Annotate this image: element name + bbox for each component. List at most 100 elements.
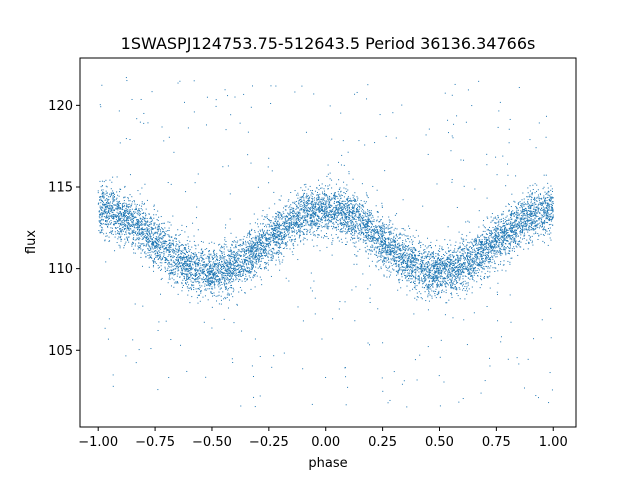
data-point	[477, 263, 479, 265]
data-point	[405, 268, 407, 270]
data-point	[457, 276, 459, 278]
data-point	[362, 217, 364, 219]
data-point	[224, 237, 226, 239]
data-point	[388, 259, 390, 261]
data-point	[406, 245, 408, 247]
data-point	[352, 199, 354, 201]
data-point	[190, 287, 192, 289]
data-point	[399, 278, 401, 280]
data-point	[394, 243, 396, 245]
data-point	[171, 236, 173, 238]
data-point	[184, 260, 186, 262]
data-point	[143, 202, 145, 204]
data-point	[525, 228, 527, 230]
data-point	[206, 96, 208, 98]
data-point	[527, 187, 529, 189]
data-point	[451, 279, 453, 281]
data-point	[115, 233, 117, 235]
data-point	[333, 214, 335, 216]
data-point	[451, 181, 453, 183]
data-point	[547, 216, 549, 218]
data-point	[549, 215, 551, 217]
data-point	[454, 283, 456, 285]
data-point	[487, 265, 489, 267]
data-point	[423, 279, 425, 281]
data-point	[363, 206, 365, 208]
data-point	[434, 271, 436, 273]
data-point	[268, 226, 270, 228]
data-point	[438, 272, 440, 274]
data-point	[224, 283, 226, 285]
data-point	[129, 209, 131, 211]
data-point	[376, 189, 378, 191]
data-point	[196, 297, 198, 299]
data-point	[221, 261, 223, 263]
data-point	[235, 252, 237, 254]
data-point	[213, 284, 215, 286]
data-point	[212, 295, 214, 297]
data-point	[517, 213, 519, 215]
data-point	[354, 200, 356, 202]
data-point	[538, 219, 540, 221]
data-point	[208, 283, 210, 285]
data-point	[535, 395, 537, 397]
data-point	[381, 244, 383, 246]
data-point	[472, 260, 474, 262]
data-point	[245, 257, 247, 259]
data-point	[162, 240, 164, 242]
data-point	[345, 376, 347, 378]
data-point	[285, 277, 287, 279]
data-point	[149, 217, 151, 219]
data-point	[438, 292, 440, 294]
data-point	[329, 207, 331, 209]
data-point	[165, 246, 167, 248]
data-point	[117, 226, 119, 228]
data-point	[157, 329, 159, 331]
data-point	[547, 205, 549, 207]
data-point	[518, 213, 520, 215]
data-point	[383, 258, 385, 260]
data-point	[462, 240, 464, 242]
data-point	[399, 269, 401, 271]
data-point	[470, 269, 472, 271]
data-point	[344, 367, 346, 369]
data-point	[473, 261, 475, 263]
data-point	[117, 209, 119, 211]
data-point	[545, 229, 547, 231]
data-point	[250, 248, 252, 250]
data-point	[410, 263, 412, 265]
data-point	[260, 240, 262, 242]
data-point	[199, 266, 201, 268]
data-point	[169, 272, 171, 274]
data-point	[411, 239, 413, 241]
data-point	[297, 227, 299, 229]
data-point	[190, 272, 192, 274]
data-point	[493, 260, 495, 262]
data-point	[155, 244, 157, 246]
data-point	[373, 242, 375, 244]
data-point	[204, 283, 206, 285]
data-point	[498, 234, 500, 236]
data-point	[528, 241, 530, 243]
data-point	[439, 275, 441, 277]
data-point	[349, 228, 351, 230]
data-point	[309, 208, 311, 210]
data-point	[512, 228, 514, 230]
data-point	[394, 244, 396, 246]
data-point	[241, 255, 243, 257]
data-point	[130, 212, 132, 214]
data-point	[153, 244, 155, 246]
data-point	[428, 284, 430, 286]
data-point	[233, 251, 235, 253]
data-point	[311, 222, 313, 224]
data-point	[550, 239, 552, 241]
data-point	[121, 226, 123, 228]
data-point	[513, 215, 515, 217]
data-point	[393, 250, 395, 252]
data-point	[148, 239, 150, 241]
data-point	[260, 248, 262, 250]
data-point	[208, 242, 210, 244]
data-point	[419, 263, 421, 265]
data-point	[157, 225, 159, 227]
data-point	[311, 216, 313, 218]
